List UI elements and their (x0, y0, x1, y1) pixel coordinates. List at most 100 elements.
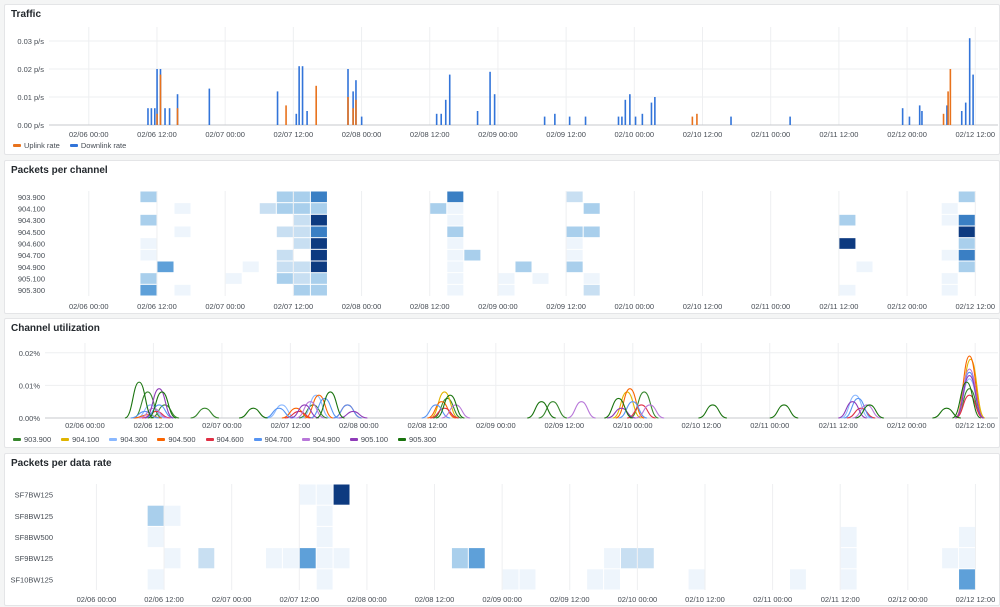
heat-cell (276, 249, 293, 261)
heat-cell (265, 548, 282, 569)
spike-bar (347, 97, 349, 125)
x-tick-label: 02/07 00:00 (202, 421, 242, 430)
spike-bar (489, 71, 491, 125)
legend-item[interactable]: 903.900 (13, 435, 51, 444)
heat-cell (941, 214, 958, 226)
row-label: 904.900 (18, 263, 45, 272)
spike-bar (949, 69, 952, 125)
x-tick-label: 02/09 00:00 (478, 130, 518, 139)
legend-label: 904.700 (264, 435, 292, 444)
heat-cell (468, 548, 485, 569)
x-tick-label: 02/12 00:00 (887, 421, 927, 430)
legend-item[interactable]: 904.600 (205, 435, 244, 444)
heat-cell (147, 505, 164, 526)
legend-item[interactable]: 904.300 (109, 435, 147, 444)
spike-bar (964, 102, 967, 125)
packets-per-channel-heatmap[interactable]: 02/06 00:00 02/06 12:00 02/07 00:00 02/07 1… (5, 161, 1000, 314)
x-tick-label: 02/09 00:00 (478, 302, 518, 311)
heat-cell (942, 548, 959, 569)
heat-cell (447, 226, 464, 238)
y-tick-label: 0.02% (19, 349, 41, 358)
row-label: 904.600 (18, 240, 45, 249)
heat-cell (164, 548, 181, 569)
x-tick-label: 02/09 12:00 (546, 130, 586, 139)
legend-item[interactable]: 904.900 (301, 435, 340, 444)
spike-bar (617, 116, 620, 125)
y-tick-label: 0.00% (19, 414, 41, 423)
x-tick-label: 02/08 00:00 (339, 421, 379, 430)
heat-cell (316, 548, 333, 569)
heat-cell (174, 284, 191, 296)
spike-bar (285, 105, 287, 125)
traffic-legend: Uplink rate Downlink rate (13, 141, 126, 150)
channel-utilization-panel: Channel utilization 0.00% 0.01% 0.02% 02/06… (4, 318, 1000, 448)
heat-cell (310, 284, 327, 296)
legend-label: Downlink rate (80, 141, 127, 150)
heat-cell (293, 273, 310, 284)
x-tick-label: 02/10 00:00 (613, 421, 653, 430)
channel-utilization-chart[interactable]: 0.00% 0.01% 0.02% 02/06 00:00 02/06 12:00 02/… (5, 319, 1000, 448)
packets-per-data-rate-panel: Packets per data rate 02/06 00:00 02/06 1… (4, 453, 1000, 606)
spike-bar (634, 116, 637, 125)
heat-cell (164, 505, 181, 526)
x-tick-label: 02/06 12:00 (137, 302, 177, 311)
row-label: SF7BW125 (15, 491, 53, 500)
legend-label: Uplink rate (24, 141, 60, 150)
legend-item[interactable]: 905.300 (398, 435, 436, 444)
x-tick-label: 02/08 00:00 (342, 302, 382, 311)
legend-item[interactable]: 904.700 (253, 435, 292, 444)
spike-bar (153, 108, 156, 125)
heat-cell (566, 191, 583, 203)
x-tick-label: 02/10 00:00 (614, 130, 654, 139)
heat-cell (282, 548, 299, 569)
heat-cell (447, 203, 464, 214)
spike-bar (629, 94, 631, 125)
x-tick-label: 02/12 00:00 (887, 302, 927, 311)
packets-per-data-rate-heatmap[interactable]: 02/06 00:00 02/06 12:00 02/07 00:00 02/07 1… (5, 454, 1000, 606)
legend-item[interactable]: Uplink rate (13, 141, 60, 150)
x-tick-label: 02/06 12:00 (134, 421, 174, 430)
legend-label: 904.500 (168, 435, 196, 444)
series-line (130, 371, 985, 419)
spike-bar (493, 94, 496, 125)
x-tick-label: 02/07 00:00 (212, 595, 252, 604)
y-tick-label: 0.02 p/s (17, 65, 44, 74)
series-line (144, 375, 985, 419)
heat-cell (958, 238, 975, 249)
x-tick-label: 02/06 00:00 (65, 421, 105, 430)
heat-cell (293, 203, 310, 214)
panel-title: Packets per data rate (11, 458, 112, 469)
row-label: 904.300 (18, 216, 45, 225)
legend-item[interactable]: 904.100 (61, 435, 99, 444)
heat-cell (316, 569, 333, 590)
x-tick-label: 02/08 12:00 (408, 421, 448, 430)
heat-cell (839, 284, 856, 296)
heat-cell (583, 273, 600, 284)
legend-label: 903.900 (24, 435, 52, 444)
heat-cell (310, 261, 327, 273)
x-tick-label: 02/07 12:00 (274, 130, 314, 139)
spike-bar (968, 38, 971, 126)
spike-bar (654, 97, 656, 125)
x-tick-label: 02/08 12:00 (415, 595, 455, 604)
traffic-chart[interactable]: 0.00 p/s 0.01 p/s 0.02 p/s 0.03 p/s 02/06 00… (5, 5, 1000, 155)
spike-bar (444, 99, 447, 125)
x-tick-label: 02/08 12:00 (410, 302, 450, 311)
heat-cell (839, 238, 856, 249)
heat-cell (958, 261, 975, 273)
heat-cell (310, 226, 327, 238)
legend-item[interactable]: 904.500 (157, 435, 196, 444)
spike-bar (641, 113, 644, 125)
x-tick-label: 02/12 12:00 (955, 421, 995, 430)
x-tick-label: 02/07 12:00 (271, 421, 311, 430)
heat-cell (310, 273, 327, 284)
x-tick-label: 02/06 12:00 (144, 595, 184, 604)
legend-item[interactable]: 905.100 (349, 435, 388, 444)
x-tick-label: 02/10 12:00 (683, 130, 723, 139)
legend-item[interactable]: Downlink rate (69, 141, 127, 150)
heat-cell (310, 249, 327, 261)
x-tick-label: 02/06 00:00 (69, 130, 109, 139)
spike-bar (918, 105, 921, 125)
x-tick-label: 02/06 00:00 (77, 595, 117, 604)
spike-bar (156, 113, 158, 125)
